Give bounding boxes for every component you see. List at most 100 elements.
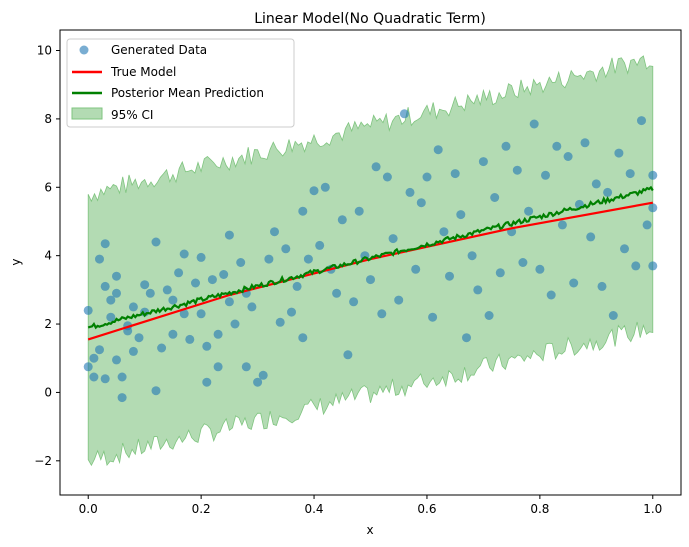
chart-title: Linear Model(No Quadratic Term) — [254, 11, 486, 27]
data-point — [241, 362, 251, 372]
data-point — [648, 203, 658, 213]
y-tick-label: 2 — [44, 317, 52, 331]
data-point — [399, 109, 409, 119]
data-point — [213, 362, 223, 372]
legend-label-true-model: True Model — [110, 65, 176, 79]
data-point — [112, 355, 121, 365]
data-point — [394, 295, 404, 305]
data-point — [366, 275, 375, 285]
data-point — [253, 377, 263, 387]
x-tick-label: 0.8 — [530, 502, 549, 516]
data-point — [411, 264, 421, 274]
data-point — [213, 329, 223, 339]
data-point — [168, 295, 178, 305]
y-axis: −2 0 2 4 6 8 10 — [34, 44, 60, 468]
data-point — [128, 302, 138, 312]
data-point — [219, 270, 229, 279]
data-point — [89, 353, 99, 363]
data-point — [614, 148, 624, 158]
data-point — [467, 251, 477, 261]
data-point — [354, 206, 364, 216]
data-point — [196, 309, 206, 319]
data-point — [546, 290, 556, 300]
data-point — [100, 239, 110, 249]
data-point — [337, 215, 347, 225]
data-point — [637, 116, 646, 126]
y-tick-label: 0 — [44, 385, 52, 399]
data-point — [625, 169, 635, 179]
data-point — [320, 182, 330, 192]
data-point — [315, 240, 325, 250]
data-point — [162, 285, 172, 295]
data-point — [541, 170, 550, 180]
data-point — [478, 157, 488, 167]
data-point — [591, 179, 601, 189]
data-point — [620, 244, 629, 254]
data-point — [224, 230, 234, 240]
data-point — [445, 271, 454, 281]
data-point — [179, 309, 189, 319]
data-point — [202, 341, 212, 351]
data-point — [179, 249, 189, 259]
data-point — [117, 393, 127, 403]
data-point — [450, 169, 460, 179]
data-point — [100, 281, 110, 291]
data-point — [603, 187, 613, 197]
data-point — [490, 193, 500, 202]
legend-box — [66, 38, 295, 128]
y-tick-label: 10 — [37, 44, 52, 58]
data-point — [224, 297, 234, 307]
data-point — [191, 278, 200, 288]
legend-label-ci: 95% CI — [111, 108, 153, 122]
y-axis-title: y — [9, 258, 23, 265]
data-point — [95, 345, 104, 355]
posterior-mean-line — [87, 185, 654, 330]
data-point — [89, 372, 99, 382]
data-point — [557, 220, 567, 230]
y-tick-label: −2 — [34, 454, 52, 468]
data-point — [247, 302, 257, 312]
data-point — [439, 227, 449, 237]
data-point — [230, 319, 240, 329]
model-lines — [87, 185, 654, 341]
y-tick-label: 8 — [44, 112, 52, 126]
data-point — [501, 141, 511, 151]
data-point — [495, 268, 505, 278]
data-point — [608, 311, 618, 320]
x-tick-label: 0.0 — [79, 502, 98, 516]
legend-label-data: Generated Data — [111, 43, 207, 57]
data-point — [95, 254, 104, 264]
data-point — [580, 138, 590, 148]
data-point — [196, 252, 206, 262]
data-point — [185, 334, 195, 344]
data-point — [524, 206, 534, 216]
legend-marker-data — [79, 45, 89, 55]
data-point — [416, 198, 426, 208]
x-tick-label: 0.4 — [304, 502, 323, 516]
data-point — [112, 271, 121, 281]
x-axis-title: x — [366, 523, 373, 537]
x-tick-label: 0.2 — [192, 502, 211, 516]
data-point — [642, 220, 652, 230]
data-point — [275, 317, 285, 327]
data-point — [202, 377, 212, 387]
data-point — [456, 210, 466, 220]
data-point — [382, 172, 392, 182]
data-point — [332, 288, 342, 298]
data-point — [83, 362, 93, 372]
data-point — [597, 281, 607, 291]
data-point — [134, 333, 144, 343]
data-point — [287, 307, 296, 317]
data-point — [433, 145, 443, 155]
data-point — [405, 187, 415, 197]
data-point — [552, 141, 562, 151]
data-point — [309, 186, 319, 196]
data-point — [236, 258, 246, 267]
data-point — [106, 312, 116, 322]
data-point — [264, 254, 274, 264]
data-point — [303, 254, 313, 264]
data-point — [292, 281, 302, 291]
data-point — [349, 297, 359, 307]
data-point — [569, 278, 579, 288]
